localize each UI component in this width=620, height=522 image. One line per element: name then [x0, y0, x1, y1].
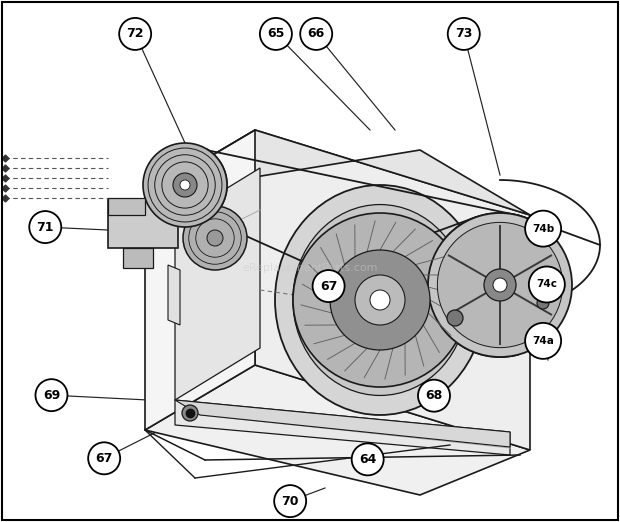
Circle shape [493, 278, 507, 292]
Polygon shape [108, 198, 145, 215]
Polygon shape [175, 400, 510, 455]
Circle shape [293, 213, 467, 387]
Text: 66: 66 [308, 28, 325, 40]
Circle shape [529, 267, 565, 302]
Circle shape [35, 379, 68, 411]
Polygon shape [175, 168, 260, 400]
Circle shape [330, 250, 430, 350]
Text: 72: 72 [126, 28, 144, 40]
Polygon shape [145, 130, 255, 430]
Circle shape [274, 485, 306, 517]
Circle shape [119, 18, 151, 50]
Circle shape [173, 173, 197, 197]
Circle shape [437, 222, 562, 348]
Polygon shape [108, 200, 178, 248]
Text: 70: 70 [281, 495, 299, 507]
Circle shape [300, 18, 332, 50]
Text: 74c: 74c [536, 279, 557, 290]
Polygon shape [175, 400, 510, 447]
Text: eReplacementParts.com: eReplacementParts.com [242, 263, 378, 273]
Circle shape [260, 18, 292, 50]
Circle shape [312, 270, 345, 302]
Circle shape [428, 213, 572, 357]
Text: 64: 64 [359, 453, 376, 466]
Text: 65: 65 [267, 28, 285, 40]
Circle shape [447, 310, 463, 326]
Circle shape [355, 275, 405, 325]
Text: 71: 71 [37, 221, 54, 233]
Circle shape [29, 211, 61, 243]
Circle shape [183, 206, 247, 270]
Circle shape [180, 180, 190, 190]
Circle shape [484, 269, 516, 301]
Circle shape [537, 297, 549, 309]
Circle shape [207, 230, 223, 246]
Polygon shape [168, 265, 180, 325]
Circle shape [88, 442, 120, 474]
Text: 68: 68 [425, 389, 443, 402]
Circle shape [352, 443, 384, 476]
Polygon shape [145, 365, 530, 495]
Text: 74b: 74b [532, 223, 554, 234]
Polygon shape [255, 130, 530, 450]
Circle shape [525, 211, 561, 246]
Circle shape [143, 143, 227, 227]
Text: 73: 73 [455, 28, 472, 40]
Polygon shape [145, 130, 530, 215]
Circle shape [370, 290, 390, 310]
Ellipse shape [275, 185, 485, 415]
Ellipse shape [293, 205, 467, 396]
Circle shape [182, 405, 198, 421]
Circle shape [525, 323, 561, 359]
Text: 67: 67 [320, 280, 337, 292]
Text: 69: 69 [43, 389, 60, 401]
Text: 67: 67 [95, 452, 113, 465]
Text: 74a: 74a [532, 336, 554, 346]
Polygon shape [123, 248, 153, 268]
Circle shape [418, 379, 450, 412]
Circle shape [448, 18, 480, 50]
